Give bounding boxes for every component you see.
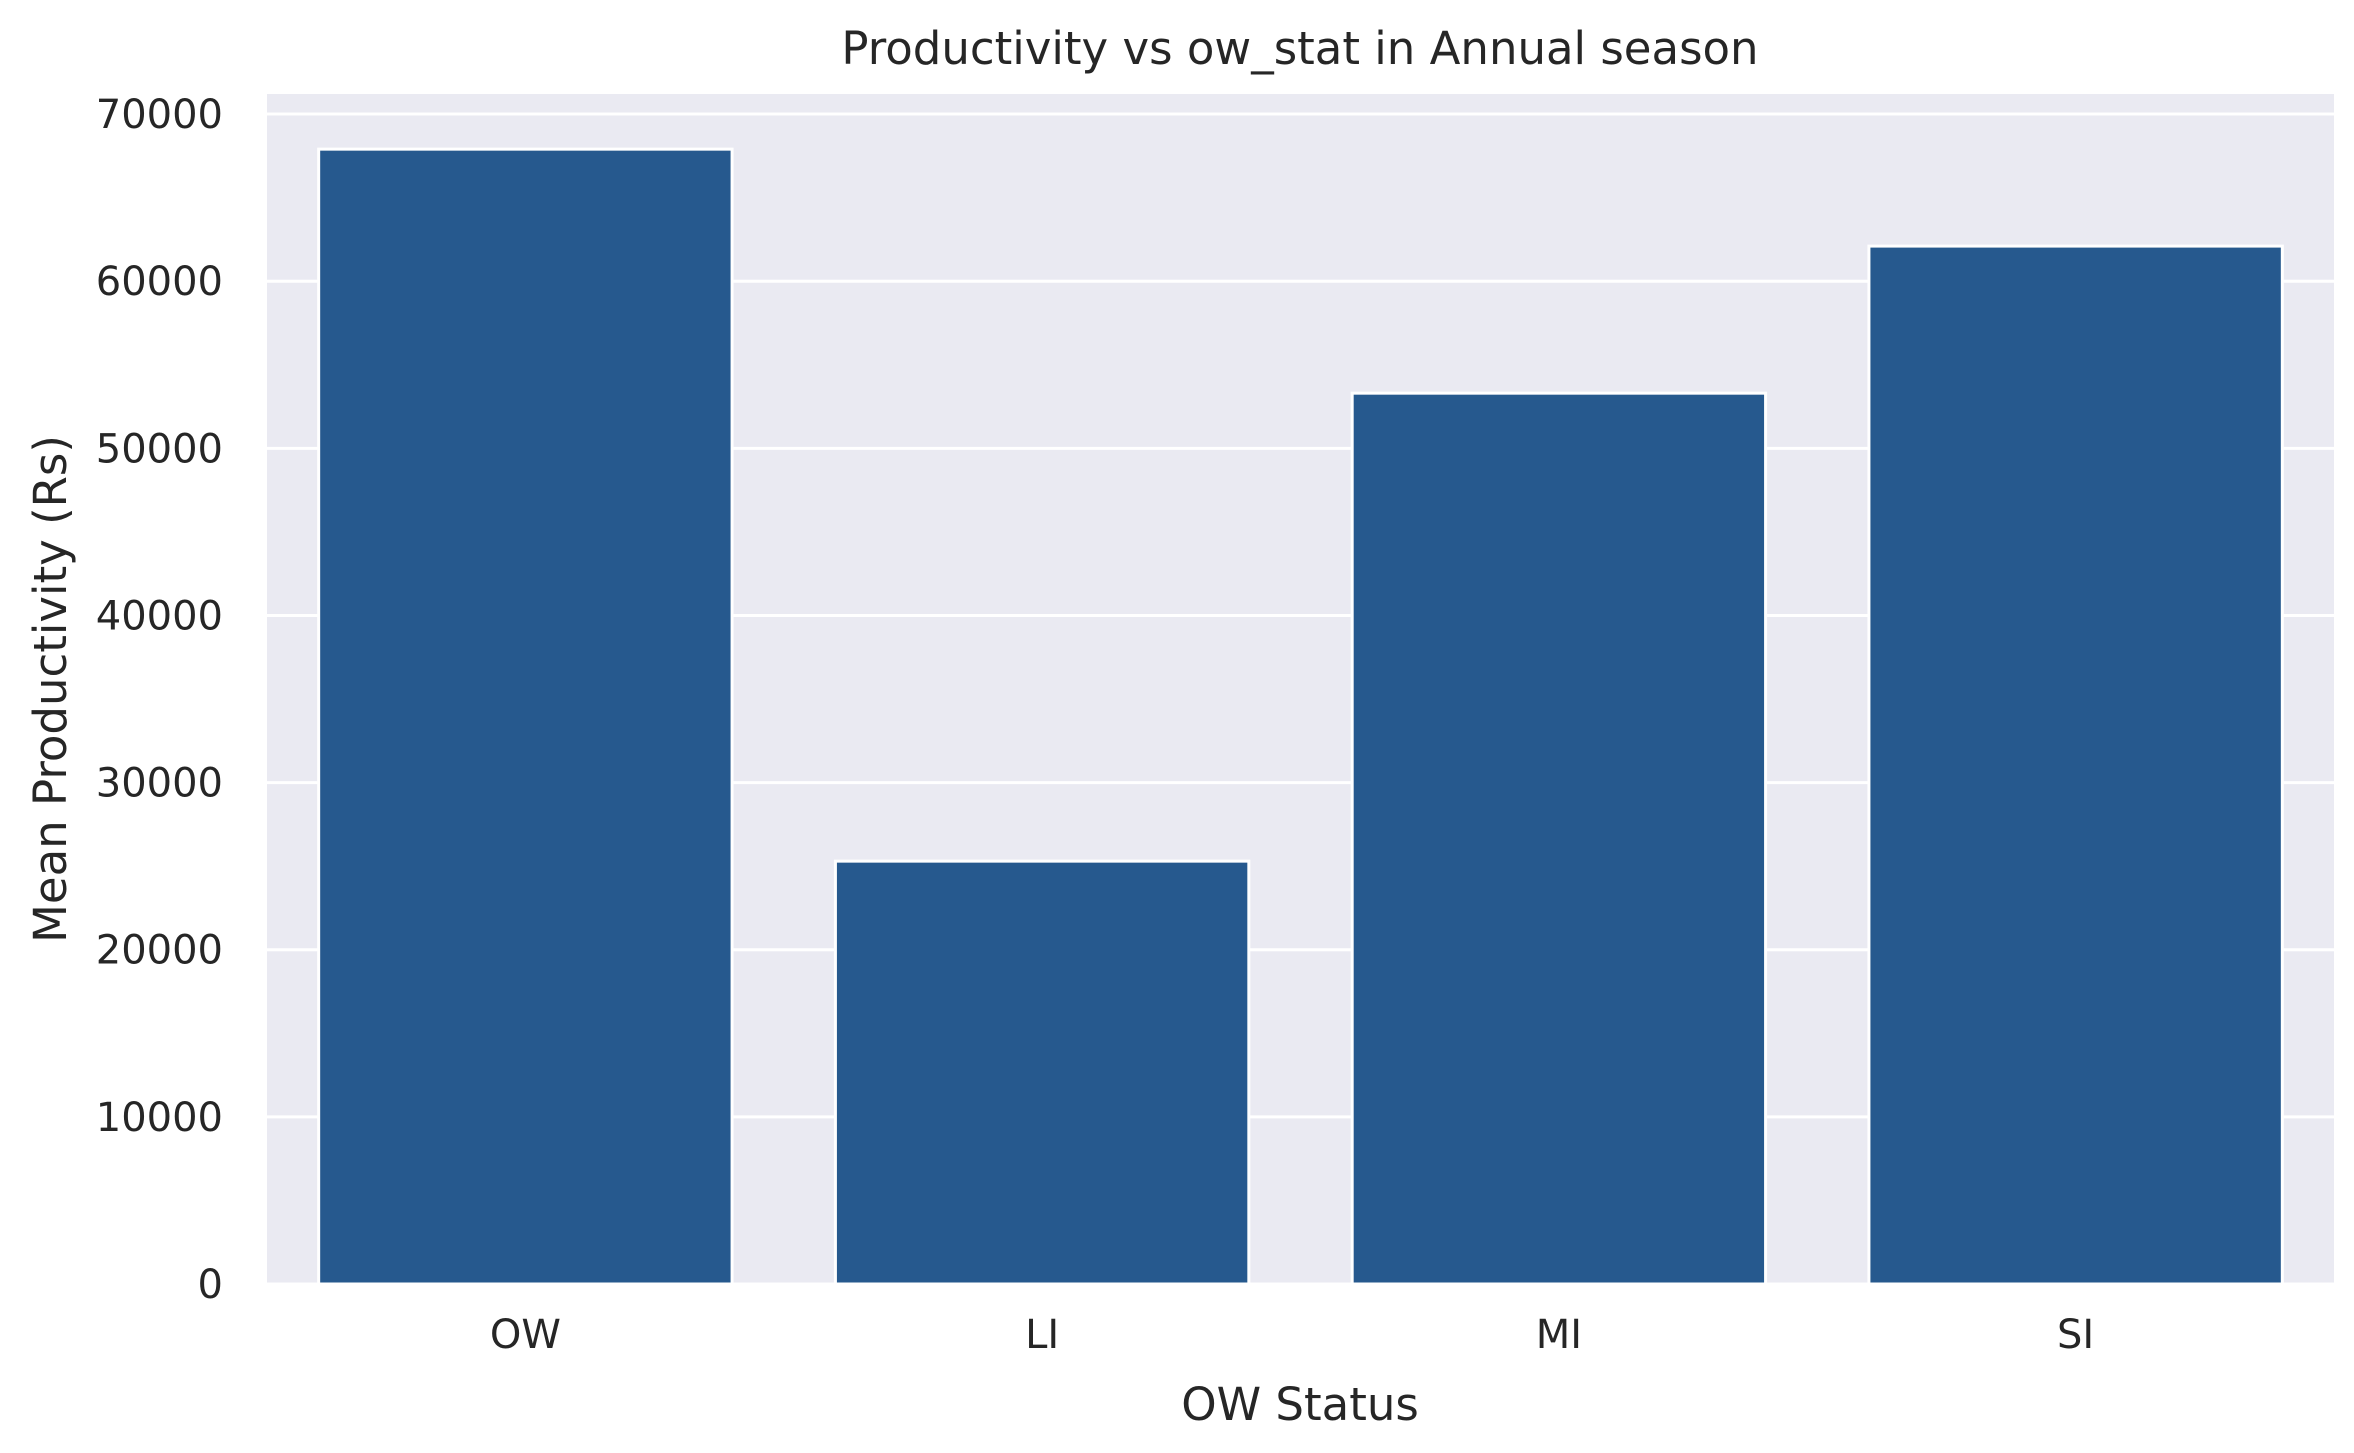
bar-li bbox=[833, 859, 1251, 1286]
y-tick-label: 0 bbox=[198, 1262, 223, 1308]
y-tick-label: 60000 bbox=[96, 259, 223, 305]
chart-title: Productivity vs ow_stat in Annual season bbox=[841, 22, 1758, 75]
y-tick-label: 50000 bbox=[96, 426, 223, 472]
x-tick-label-ow: OW bbox=[490, 1312, 561, 1358]
y-tick-label: 40000 bbox=[96, 593, 223, 639]
x-axis-label: OW Status bbox=[1181, 1378, 1419, 1431]
x-tick-label-mi: MI bbox=[1536, 1312, 1582, 1358]
bar-si bbox=[1867, 244, 2284, 1286]
y-tick-labels: 0 10000 20000 30000 40000 50000 60000 70000 bbox=[96, 92, 223, 1308]
x-tick-labels: OW LI MI SI bbox=[490, 1312, 2094, 1358]
y-tick-label: 70000 bbox=[96, 92, 223, 138]
bar-ow bbox=[317, 147, 734, 1286]
y-tick-label: 30000 bbox=[96, 761, 223, 807]
bar-mi bbox=[1350, 391, 1768, 1286]
y-tick-label: 20000 bbox=[96, 928, 223, 974]
x-tick-label-li: LI bbox=[1025, 1312, 1059, 1358]
y-axis-label: Mean Productivity (Rs) bbox=[24, 435, 77, 943]
y-tick-label: 10000 bbox=[96, 1095, 223, 1141]
bars bbox=[317, 147, 2284, 1286]
x-tick-label-si: SI bbox=[2057, 1312, 2094, 1358]
